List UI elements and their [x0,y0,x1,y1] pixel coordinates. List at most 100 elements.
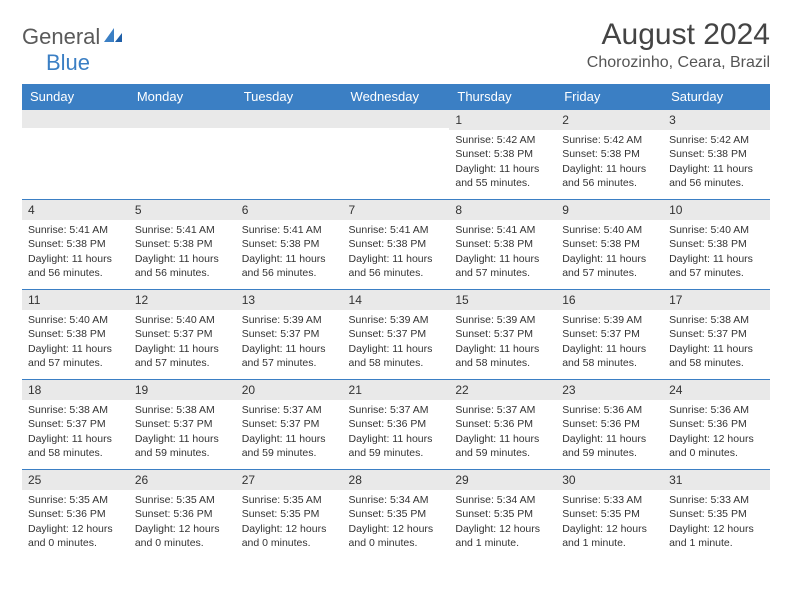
day-details: Sunrise: 5:40 AMSunset: 5:38 PMDaylight:… [663,220,770,284]
day-details: Sunrise: 5:39 AMSunset: 5:37 PMDaylight:… [449,310,556,374]
weekday-header: Saturday [663,84,770,110]
day-number: 15 [449,290,556,310]
day-number: 10 [663,200,770,220]
calendar-day-cell: 22Sunrise: 5:37 AMSunset: 5:36 PMDayligh… [449,380,556,470]
day-details: Sunrise: 5:42 AMSunset: 5:38 PMDaylight:… [663,130,770,194]
day-details: Sunrise: 5:41 AMSunset: 5:38 PMDaylight:… [449,220,556,284]
logo-text-blue: Blue [46,50,90,76]
day-details: Sunrise: 5:35 AMSunset: 5:36 PMDaylight:… [129,490,236,554]
day-number: 19 [129,380,236,400]
day-number: 23 [556,380,663,400]
calendar-day-cell: 17Sunrise: 5:38 AMSunset: 5:37 PMDayligh… [663,290,770,380]
location-text: Chorozinho, Ceara, Brazil [587,54,770,72]
day-details: Sunrise: 5:34 AMSunset: 5:35 PMDaylight:… [449,490,556,554]
day-number: 1 [449,110,556,130]
day-number: 25 [22,470,129,490]
calendar-week-row: 4Sunrise: 5:41 AMSunset: 5:38 PMDaylight… [22,200,770,290]
title-block: August 2024 Chorozinho, Ceara, Brazil [587,18,770,72]
day-number: 31 [663,470,770,490]
day-number: 28 [343,470,450,490]
calendar-body: 1Sunrise: 5:42 AMSunset: 5:38 PMDaylight… [22,110,770,560]
calendar-day-cell: 27Sunrise: 5:35 AMSunset: 5:35 PMDayligh… [236,470,343,560]
logo-sail-icon [102,24,124,50]
day-details: Sunrise: 5:37 AMSunset: 5:36 PMDaylight:… [449,400,556,464]
day-details: Sunrise: 5:37 AMSunset: 5:37 PMDaylight:… [236,400,343,464]
calendar-day-cell: 16Sunrise: 5:39 AMSunset: 5:37 PMDayligh… [556,290,663,380]
weekday-header: Sunday [22,84,129,110]
day-number: 8 [449,200,556,220]
calendar-week-row: 11Sunrise: 5:40 AMSunset: 5:38 PMDayligh… [22,290,770,380]
day-number: 26 [129,470,236,490]
day-details: Sunrise: 5:40 AMSunset: 5:37 PMDaylight:… [129,310,236,374]
calendar-day-cell: 20Sunrise: 5:37 AMSunset: 5:37 PMDayligh… [236,380,343,470]
calendar-day-cell: 1Sunrise: 5:42 AMSunset: 5:38 PMDaylight… [449,110,556,200]
calendar-day-cell: 8Sunrise: 5:41 AMSunset: 5:38 PMDaylight… [449,200,556,290]
day-number: 3 [663,110,770,130]
day-details: Sunrise: 5:38 AMSunset: 5:37 PMDaylight:… [129,400,236,464]
day-details: Sunrise: 5:35 AMSunset: 5:36 PMDaylight:… [22,490,129,554]
calendar-day-cell: 14Sunrise: 5:39 AMSunset: 5:37 PMDayligh… [343,290,450,380]
calendar-header-row: SundayMondayTuesdayWednesdayThursdayFrid… [22,84,770,110]
calendar-day-cell: 19Sunrise: 5:38 AMSunset: 5:37 PMDayligh… [129,380,236,470]
day-details: Sunrise: 5:39 AMSunset: 5:37 PMDaylight:… [556,310,663,374]
day-details: Sunrise: 5:42 AMSunset: 5:38 PMDaylight:… [449,130,556,194]
day-number: 14 [343,290,450,310]
day-number: 22 [449,380,556,400]
day-details: Sunrise: 5:34 AMSunset: 5:35 PMDaylight:… [343,490,450,554]
calendar-day-cell: 31Sunrise: 5:33 AMSunset: 5:35 PMDayligh… [663,470,770,560]
day-details: Sunrise: 5:41 AMSunset: 5:38 PMDaylight:… [129,220,236,284]
calendar-week-row: 25Sunrise: 5:35 AMSunset: 5:36 PMDayligh… [22,470,770,560]
day-number: 9 [556,200,663,220]
calendar-day-cell: 7Sunrise: 5:41 AMSunset: 5:38 PMDaylight… [343,200,450,290]
logo-line2: Blue [44,44,90,76]
calendar-day-cell: 29Sunrise: 5:34 AMSunset: 5:35 PMDayligh… [449,470,556,560]
day-number: 16 [556,290,663,310]
day-number: 27 [236,470,343,490]
day-number: 7 [343,200,450,220]
calendar-week-row: 1Sunrise: 5:42 AMSunset: 5:38 PMDaylight… [22,110,770,200]
calendar-day-cell: 30Sunrise: 5:33 AMSunset: 5:35 PMDayligh… [556,470,663,560]
day-number: 5 [129,200,236,220]
day-details: Sunrise: 5:33 AMSunset: 5:35 PMDaylight:… [663,490,770,554]
calendar-day-cell: 18Sunrise: 5:38 AMSunset: 5:37 PMDayligh… [22,380,129,470]
month-title: August 2024 [587,18,770,52]
calendar-day-cell: 11Sunrise: 5:40 AMSunset: 5:38 PMDayligh… [22,290,129,380]
calendar-empty-cell [236,110,343,200]
calendar-day-cell: 5Sunrise: 5:41 AMSunset: 5:38 PMDaylight… [129,200,236,290]
weekday-header: Tuesday [236,84,343,110]
calendar-day-cell: 2Sunrise: 5:42 AMSunset: 5:38 PMDaylight… [556,110,663,200]
calendar-week-row: 18Sunrise: 5:38 AMSunset: 5:37 PMDayligh… [22,380,770,470]
calendar-table: SundayMondayTuesdayWednesdayThursdayFrid… [22,84,770,560]
calendar-day-cell: 6Sunrise: 5:41 AMSunset: 5:38 PMDaylight… [236,200,343,290]
day-number: 30 [556,470,663,490]
day-number: 6 [236,200,343,220]
weekday-header: Thursday [449,84,556,110]
calendar-day-cell: 4Sunrise: 5:41 AMSunset: 5:38 PMDaylight… [22,200,129,290]
day-details: Sunrise: 5:37 AMSunset: 5:36 PMDaylight:… [343,400,450,464]
day-number: 29 [449,470,556,490]
calendar-day-cell: 24Sunrise: 5:36 AMSunset: 5:36 PMDayligh… [663,380,770,470]
weekday-header: Wednesday [343,84,450,110]
day-number: 11 [22,290,129,310]
day-details: Sunrise: 5:40 AMSunset: 5:38 PMDaylight:… [22,310,129,374]
day-details: Sunrise: 5:42 AMSunset: 5:38 PMDaylight:… [556,130,663,194]
calendar-day-cell: 3Sunrise: 5:42 AMSunset: 5:38 PMDaylight… [663,110,770,200]
calendar-day-cell: 25Sunrise: 5:35 AMSunset: 5:36 PMDayligh… [22,470,129,560]
calendar-day-cell: 13Sunrise: 5:39 AMSunset: 5:37 PMDayligh… [236,290,343,380]
calendar-day-cell: 9Sunrise: 5:40 AMSunset: 5:38 PMDaylight… [556,200,663,290]
day-details: Sunrise: 5:35 AMSunset: 5:35 PMDaylight:… [236,490,343,554]
day-details: Sunrise: 5:36 AMSunset: 5:36 PMDaylight:… [556,400,663,464]
day-details: Sunrise: 5:38 AMSunset: 5:37 PMDaylight:… [663,310,770,374]
calendar-day-cell: 21Sunrise: 5:37 AMSunset: 5:36 PMDayligh… [343,380,450,470]
calendar-empty-cell [129,110,236,200]
calendar-day-cell: 28Sunrise: 5:34 AMSunset: 5:35 PMDayligh… [343,470,450,560]
day-number: 2 [556,110,663,130]
weekday-header: Monday [129,84,236,110]
day-details: Sunrise: 5:33 AMSunset: 5:35 PMDaylight:… [556,490,663,554]
calendar-day-cell: 12Sunrise: 5:40 AMSunset: 5:37 PMDayligh… [129,290,236,380]
day-number: 18 [22,380,129,400]
header: General August 2024 Chorozinho, Ceara, B… [22,18,770,72]
weekday-header: Friday [556,84,663,110]
calendar-day-cell: 15Sunrise: 5:39 AMSunset: 5:37 PMDayligh… [449,290,556,380]
day-details: Sunrise: 5:41 AMSunset: 5:38 PMDaylight:… [343,220,450,284]
